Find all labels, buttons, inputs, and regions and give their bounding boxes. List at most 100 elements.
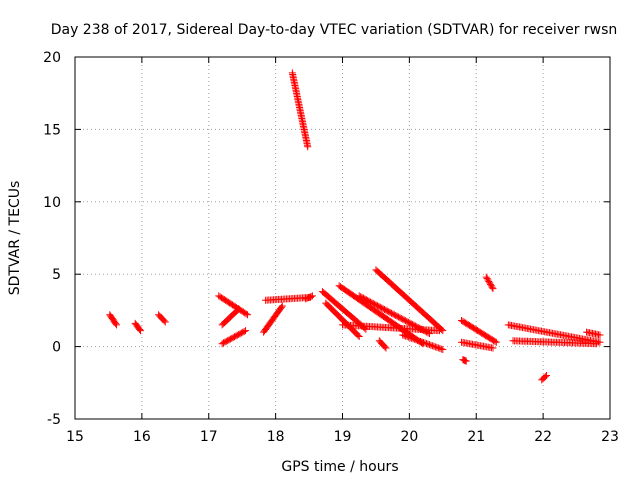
data-point	[431, 343, 439, 351]
data-point	[438, 326, 446, 334]
data-point	[428, 342, 436, 350]
data-point	[160, 317, 168, 325]
data-point	[425, 341, 433, 349]
series-arc-3	[155, 311, 169, 326]
series-arc-1	[106, 311, 120, 329]
data-point	[244, 311, 252, 319]
data-point	[483, 275, 491, 283]
data-point	[242, 327, 250, 335]
series-arc-21	[459, 356, 470, 365]
data-point	[277, 303, 285, 311]
series-arc-20	[458, 338, 497, 352]
data-point	[427, 341, 435, 349]
data-point	[484, 276, 492, 284]
x-axis-title: GPS time / hours	[281, 459, 398, 475]
data-point	[487, 282, 495, 290]
series-arc-14	[339, 321, 443, 335]
data-point	[414, 336, 422, 344]
data-point	[411, 335, 419, 343]
series-arc-15	[355, 292, 433, 338]
data-point	[434, 344, 442, 352]
x-tick-label: 15	[66, 429, 84, 445]
x-tick-label: 22	[534, 429, 552, 445]
grid	[75, 57, 610, 419]
data-point	[437, 345, 445, 353]
y-tick-label: -5	[47, 412, 61, 428]
data-point	[486, 280, 494, 288]
series-arc-11	[318, 288, 370, 333]
series-arc-10	[302, 292, 316, 303]
y-tick-label: 10	[43, 195, 61, 211]
data-point	[242, 310, 250, 318]
data-point	[596, 338, 604, 346]
data-point	[161, 318, 169, 326]
data-point	[421, 339, 429, 347]
data-point	[433, 343, 441, 351]
data-point	[403, 333, 411, 341]
series-arc-16	[372, 266, 447, 335]
data-point	[596, 331, 604, 339]
data-point	[137, 327, 145, 335]
data-point	[439, 345, 447, 353]
data-point	[415, 337, 423, 345]
data-point	[424, 340, 432, 348]
series-arc-5	[218, 327, 250, 348]
x-tick-label: 23	[601, 429, 619, 445]
y-axis-title: SDTVAR / TECUs	[7, 181, 23, 296]
axis-ticks: 15 16 17 18 19 20 21 22 23 -5 0 5 10 15 20	[43, 50, 619, 445]
data-point	[489, 344, 497, 352]
data-point	[399, 331, 407, 339]
data-point	[235, 305, 243, 313]
data-point	[422, 340, 430, 348]
data-point	[417, 337, 425, 345]
x-tick-label: 17	[200, 429, 218, 445]
y-tick-label: 15	[43, 122, 61, 138]
series-arc-19	[458, 317, 500, 346]
data-point	[308, 292, 316, 300]
data-point	[541, 373, 549, 381]
series-arc-9	[288, 69, 312, 151]
y-tick-label: 0	[52, 340, 61, 356]
data-point	[278, 302, 286, 310]
data-point	[430, 342, 438, 350]
data-point	[409, 335, 417, 343]
y-tick-label: 20	[43, 50, 61, 66]
data-point	[462, 357, 470, 365]
series-arc-24	[509, 337, 601, 348]
data-point	[491, 337, 499, 345]
data-point	[400, 332, 408, 340]
data-point	[492, 338, 500, 346]
data-point	[307, 292, 315, 300]
series-arc-7	[260, 302, 286, 336]
chart-title: Day 238 of 2017, Sidereal Day-to-day VTE…	[51, 22, 618, 38]
x-tick-label: 20	[400, 429, 418, 445]
data-point	[354, 331, 362, 339]
data-point	[436, 344, 444, 352]
data-points	[106, 69, 604, 384]
y-tick-label: 5	[52, 267, 61, 283]
data-point	[486, 279, 494, 287]
data-point	[489, 285, 497, 293]
data-point	[382, 344, 390, 352]
data-point	[593, 340, 601, 348]
data-point	[234, 306, 242, 314]
x-tick-label: 16	[133, 429, 151, 445]
data-point	[136, 325, 144, 333]
data-point	[355, 332, 363, 340]
data-point	[405, 333, 413, 341]
data-point	[402, 332, 410, 340]
data-point	[112, 321, 120, 329]
data-point	[485, 277, 493, 285]
series-arc-25	[538, 372, 550, 384]
series-arc-6	[218, 305, 243, 329]
series-arc-22	[482, 273, 497, 293]
data-point	[406, 334, 414, 342]
data-point	[425, 330, 433, 338]
data-point	[381, 343, 389, 351]
series-arc-2	[131, 319, 145, 335]
data-point	[488, 283, 496, 291]
data-point	[419, 339, 427, 347]
series-arc-17	[375, 337, 390, 352]
data-point	[418, 338, 426, 346]
